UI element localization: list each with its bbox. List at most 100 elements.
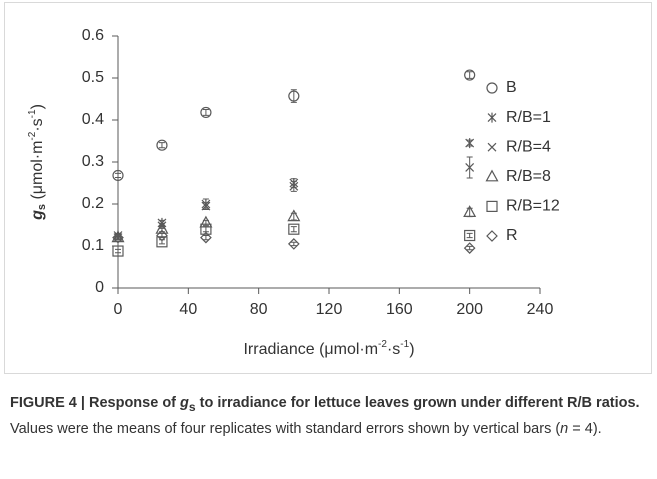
error-bar [290,241,297,247]
legend-marker [486,200,498,212]
legend-marker [486,82,498,94]
caption-sub: s [188,399,196,414]
point [464,69,476,81]
error-bar [202,109,209,116]
point [156,139,168,151]
marker-shape [487,112,497,123]
caption-title: FIGURE 4 | Response of gs to irradiance … [10,395,640,414]
caption-n: n [560,420,569,437]
error-bar [115,235,121,240]
marker-shape [463,242,476,254]
error-bar [466,245,473,251]
marker-shape [200,106,212,119]
y-label-symbol: g [29,210,46,221]
caption-title-text: to irradiance for lettuce leaves grown u… [195,395,640,411]
marker-shape [485,169,499,182]
y-label-end: ) [29,104,46,109]
y-axis-label: gs (μmol·m-2·s-1) [27,104,48,221]
point [287,209,301,222]
point [200,223,212,235]
chart-frame [4,2,652,374]
x-tick-label: 240 [527,301,554,318]
error-bar [202,235,209,241]
error-bar [115,248,121,254]
marker-shape [112,245,124,257]
marker-shape [287,209,301,222]
x-tick-label: 40 [179,301,197,318]
point [463,242,476,254]
x-axis-label: Irradiance (μmol·m-2·s-1) [243,339,414,359]
caption-symbol: g [180,395,189,411]
point [463,205,477,217]
point [465,163,475,172]
caption: FIGURE 4 | Response of gs to irradiance … [10,392,650,440]
marker-shape [156,229,168,242]
marker-shape [287,238,300,250]
error-bar [466,71,473,79]
legend-marker [487,112,497,123]
error-bar [202,226,209,233]
point [111,230,125,243]
marker-shape [201,201,211,211]
point [112,231,124,244]
x-tick-label: 120 [316,301,343,318]
x-label-mid: ·s [387,341,400,358]
x-tick-label: 0 [114,301,123,318]
y-label-sup: -2 [27,131,38,140]
point [288,90,300,102]
marker-shape [200,231,212,244]
error-bar [290,226,297,233]
x-tick-label: 200 [456,301,483,318]
point [112,169,124,182]
marker-shape [487,142,497,152]
y-label-sup: -1 [27,109,38,118]
point [200,231,212,244]
legend-label: R/B=1 [506,109,551,126]
marker-shape [156,139,168,151]
y-tick-label: 0.1 [82,237,104,254]
error-bar [115,172,121,179]
y-label-sub: s [36,204,48,210]
y-tick-label: 0.2 [82,195,104,212]
y-tick-label: 0.3 [82,153,104,170]
point [156,229,168,242]
error-bar [466,232,473,239]
point [287,238,300,250]
marker-shape [463,205,477,217]
chart: gs (μmol·m-2·s-1) Irradiance (μmol·m-2·s… [27,27,560,359]
x-label-text: Irradiance (μmol·m [243,341,378,358]
y-tick-label: 0 [95,279,104,296]
marker-shape [112,231,124,244]
legend-marker [485,169,499,182]
marker-shape [289,181,299,191]
point [288,223,300,235]
legend-marker [487,142,497,152]
legend-label: R/B=12 [506,198,560,215]
legend-label: R/B=8 [506,168,551,185]
point [201,201,211,211]
error-bar [290,89,297,103]
x-label-sup: -2 [378,339,387,350]
legend-label: B [506,79,517,96]
y-label-mid: ·s [29,118,46,131]
legend-label: R [506,227,518,244]
marker-shape [112,169,124,182]
x-tick-label: 160 [386,301,413,318]
point [112,245,124,257]
point [289,181,299,191]
y-tick-label: 0.6 [82,27,104,44]
error-bar [158,232,165,239]
marker-shape [288,223,300,235]
marker-shape [465,163,475,172]
marker-shape [464,229,476,242]
marker-shape [288,90,300,102]
x-label-end: ) [409,341,414,358]
y-tick-label: 0.5 [82,69,104,86]
marker-shape [465,138,475,149]
marker-shape [486,200,498,212]
y-label-unit: (μmol·m [29,141,46,204]
error-bar [158,142,165,149]
marker-shape [486,230,498,242]
marker-shape [111,230,125,243]
